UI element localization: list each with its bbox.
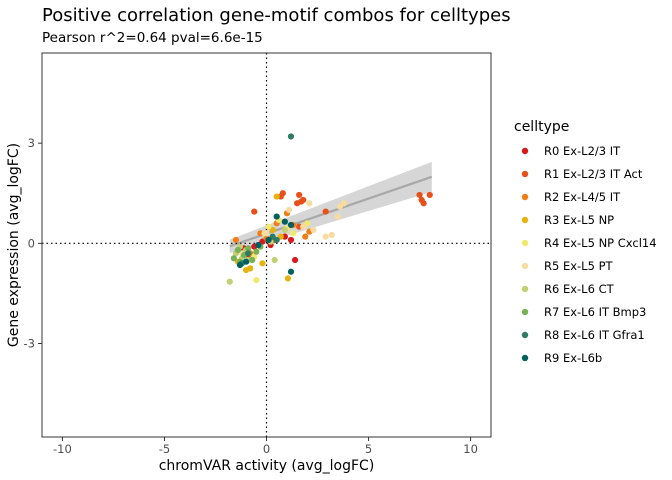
data-point: [253, 248, 260, 255]
data-point: [336, 203, 344, 210]
legend-key: [521, 216, 529, 224]
legend-label: R2 Ex-L4/5 IT: [544, 190, 621, 204]
legend-key: [521, 354, 529, 362]
data-point: [259, 238, 266, 245]
x-tick-label: 5: [365, 442, 372, 456]
data-point: [296, 191, 303, 199]
legend-label: R8 Ex-L6 IT Gfra1: [544, 328, 645, 342]
x-tick-label: 0: [263, 442, 270, 456]
data-point: [253, 276, 260, 284]
x-tick-label: -5: [159, 442, 170, 456]
data-point: [291, 256, 299, 264]
y-tick-label: 3: [28, 136, 35, 150]
legend-key: [521, 147, 529, 155]
confidence-band: [229, 161, 432, 253]
data-point: [247, 265, 254, 272]
legend-label: R0 Ex-L2/3 IT: [544, 144, 621, 158]
data-point: [269, 233, 276, 240]
data-point: [261, 230, 268, 237]
data-point: [420, 200, 427, 207]
legend-key: [521, 331, 529, 339]
data-point: [340, 200, 348, 207]
x-tick-label: 10: [463, 442, 478, 456]
plot-panel: [41, 52, 492, 438]
legend-label: R1 Ex-L2/3 IT Act: [544, 167, 643, 181]
data-point: [300, 196, 307, 204]
y-axis-title: Gene expression (avg_logFC): [6, 143, 22, 347]
legend-label: R6 Ex-L6 CT: [544, 282, 615, 296]
data-point: [234, 246, 242, 254]
points-layer: [226, 133, 433, 285]
data-point: [281, 226, 288, 234]
data-point: [306, 200, 313, 207]
panel-border: [41, 52, 492, 438]
legend-label: R5 Ex-L5 PT: [544, 259, 613, 273]
fit-layer: [229, 161, 433, 253]
y-tick-label: -3: [24, 337, 35, 351]
data-point: [251, 208, 258, 215]
legend-key: [521, 193, 529, 201]
data-point: [242, 258, 250, 265]
y-axis: -3 0 3: [24, 136, 42, 351]
data-point: [273, 213, 280, 220]
legend-key: [521, 170, 529, 178]
data-point: [328, 231, 335, 239]
data-point: [287, 133, 295, 140]
data-point: [265, 223, 272, 230]
legend-key: [521, 308, 529, 316]
data-point: [273, 236, 280, 244]
legend-label: R9 Ex-L6b: [544, 351, 602, 365]
data-point: [271, 256, 278, 264]
data-point: [334, 213, 342, 220]
data-point: [245, 245, 252, 252]
legend-label: R7 Ex-L6 IT Bmp3: [544, 305, 646, 319]
chart-subtitle: Pearson r^2=0.64 pval=6.6e-15: [42, 30, 263, 46]
data-point: [287, 221, 295, 229]
data-point: [232, 236, 239, 244]
x-axis-title: chromVAR activity (avg_logFC): [159, 458, 375, 474]
data-point: [302, 233, 309, 240]
data-point: [277, 233, 284, 240]
data-point: [304, 220, 311, 227]
legend-items: R0 Ex-L2/3 IT R1 Ex-L2/3 IT Act R2 Ex-L4/5…: [521, 144, 657, 365]
data-point: [249, 256, 256, 264]
data-point: [322, 233, 329, 240]
data-point: [236, 261, 244, 269]
data-point: [289, 230, 297, 237]
data-point: [416, 191, 423, 199]
data-point: [269, 226, 276, 234]
data-point: [287, 268, 295, 275]
chart-title: Positive correlation gene-motif combos f…: [42, 5, 511, 26]
legend-label: R4 Ex-L5 NP Cxcl14: [544, 236, 657, 250]
legend-key: [521, 285, 529, 293]
data-point: [285, 206, 293, 214]
y-tick-label: 0: [28, 236, 35, 250]
data-point: [281, 218, 288, 225]
data-point: [273, 193, 280, 200]
data-point: [322, 208, 329, 215]
legend-key: [521, 239, 529, 247]
data-point: [230, 255, 237, 262]
x-tick-label: -10: [53, 442, 72, 456]
x-axis: -10 -5 0 5 10: [53, 437, 478, 456]
data-point: [310, 226, 317, 234]
legend-label: R3 Ex-L5 NP: [544, 213, 614, 227]
data-point: [245, 250, 252, 257]
data-point: [265, 236, 272, 244]
data-point: [300, 223, 307, 230]
data-point: [255, 241, 262, 249]
legend-title: celltype: [514, 119, 569, 135]
data-point: [226, 278, 233, 285]
data-point: [259, 260, 266, 267]
legend-key: [521, 262, 529, 270]
data-point: [287, 236, 295, 244]
data-point: [284, 275, 292, 282]
data-point: [426, 191, 433, 199]
reference-lines: [42, 53, 491, 437]
